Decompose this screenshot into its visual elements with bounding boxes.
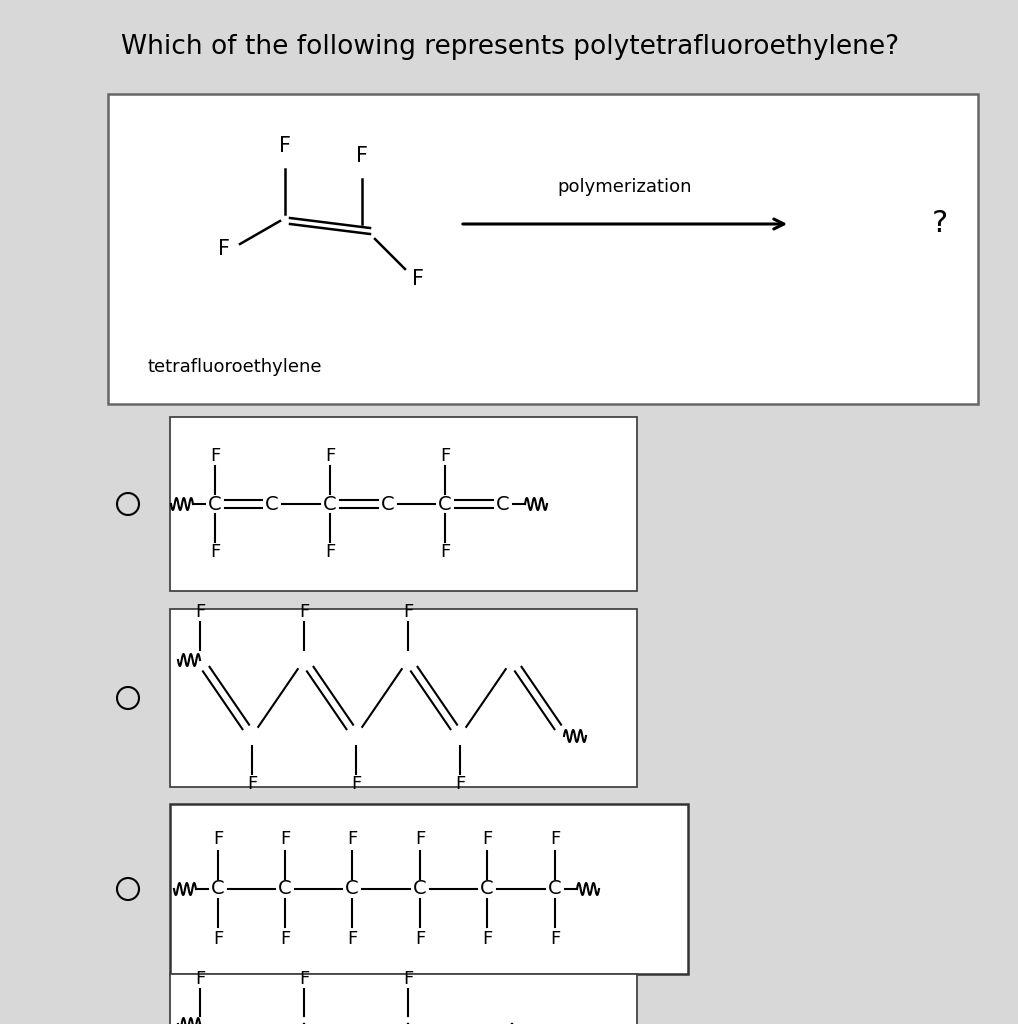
Text: F: F (482, 930, 492, 948)
Text: C: C (278, 880, 292, 898)
Text: C: C (345, 880, 358, 898)
Text: F: F (403, 603, 413, 621)
Text: C: C (438, 495, 452, 513)
Text: F: F (412, 269, 425, 289)
Bar (108, 94, 978, 404)
Text: F: F (415, 930, 426, 948)
Text: tetrafluoroethylene: tetrafluoroethylene (148, 358, 323, 376)
Text: F: F (550, 930, 560, 948)
Bar (170, 804, 688, 974)
Text: F: F (194, 970, 205, 988)
Text: F: F (482, 830, 492, 848)
Text: F: F (218, 239, 230, 259)
Text: C: C (323, 495, 337, 513)
Text: F: F (440, 543, 450, 561)
Text: F: F (280, 930, 290, 948)
Bar (170, 974, 637, 1024)
Text: F: F (403, 970, 413, 988)
Text: F: F (347, 830, 357, 848)
Text: F: F (213, 830, 223, 848)
Text: F: F (325, 447, 335, 465)
Text: F: F (194, 603, 205, 621)
Text: ?: ? (931, 210, 948, 239)
Text: F: F (347, 930, 357, 948)
Text: F: F (279, 136, 291, 156)
Text: F: F (351, 775, 361, 793)
Text: C: C (496, 495, 510, 513)
Text: F: F (440, 447, 450, 465)
Text: C: C (265, 495, 279, 513)
Text: C: C (413, 880, 427, 898)
Text: F: F (247, 775, 258, 793)
Text: polymerization: polymerization (558, 178, 692, 196)
Text: F: F (455, 775, 465, 793)
Text: F: F (299, 603, 309, 621)
Text: F: F (550, 830, 560, 848)
Text: C: C (381, 495, 395, 513)
Text: C: C (211, 880, 225, 898)
Text: F: F (415, 830, 426, 848)
Text: F: F (299, 970, 309, 988)
Text: C: C (480, 880, 494, 898)
Text: F: F (210, 543, 220, 561)
Text: C: C (548, 880, 562, 898)
Bar (170, 417, 637, 591)
Text: C: C (209, 495, 222, 513)
Text: F: F (213, 930, 223, 948)
Bar (170, 609, 637, 787)
Text: F: F (210, 447, 220, 465)
Text: Which of the following represents polytetrafluoroethylene?: Which of the following represents polyte… (121, 34, 899, 60)
Text: F: F (325, 543, 335, 561)
Text: F: F (356, 146, 367, 166)
Text: F: F (280, 830, 290, 848)
